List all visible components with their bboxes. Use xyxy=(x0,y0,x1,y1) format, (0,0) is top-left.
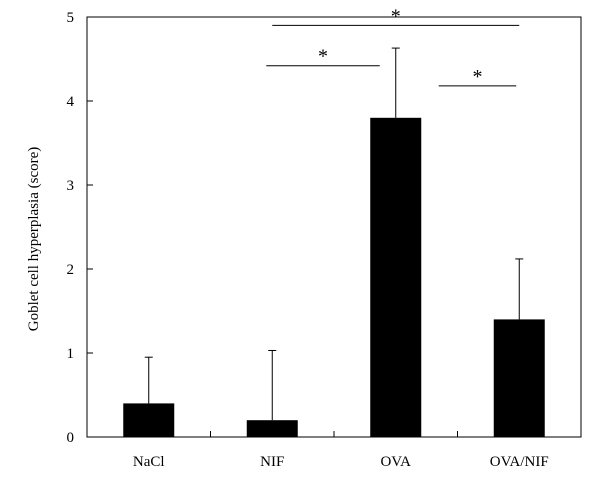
error-bars xyxy=(144,47,524,421)
y-tick-label: 2 xyxy=(67,262,75,278)
significance-star: * xyxy=(473,66,483,88)
y-tick-label: 1 xyxy=(67,346,75,362)
x-axis-ticks: NaCl NIF OVA OVA/NIF xyxy=(133,431,549,470)
x-tick-label: OVA/NIF xyxy=(490,454,549,470)
y-axis-label: Goblet cell hyperplasia (score) xyxy=(26,147,42,332)
x-tick-label: NaCl xyxy=(133,454,165,470)
y-axis-ticks: 0 1 2 3 4 5 xyxy=(67,10,93,446)
y-tick-label: 5 xyxy=(67,10,75,26)
y-tick-label: 3 xyxy=(67,178,75,194)
bar xyxy=(246,420,298,437)
x-tick-label: NIF xyxy=(260,454,284,470)
significance-star: * xyxy=(318,46,328,68)
bar xyxy=(370,117,422,438)
bar xyxy=(123,403,175,437)
bar xyxy=(493,319,545,437)
bars xyxy=(123,117,545,438)
significance-brackets: * * * xyxy=(266,5,520,88)
x-tick-label: OVA xyxy=(380,454,411,470)
y-tick-label: 4 xyxy=(67,94,75,110)
y-tick-label: 0 xyxy=(67,430,75,446)
significance-star: * xyxy=(391,5,401,27)
